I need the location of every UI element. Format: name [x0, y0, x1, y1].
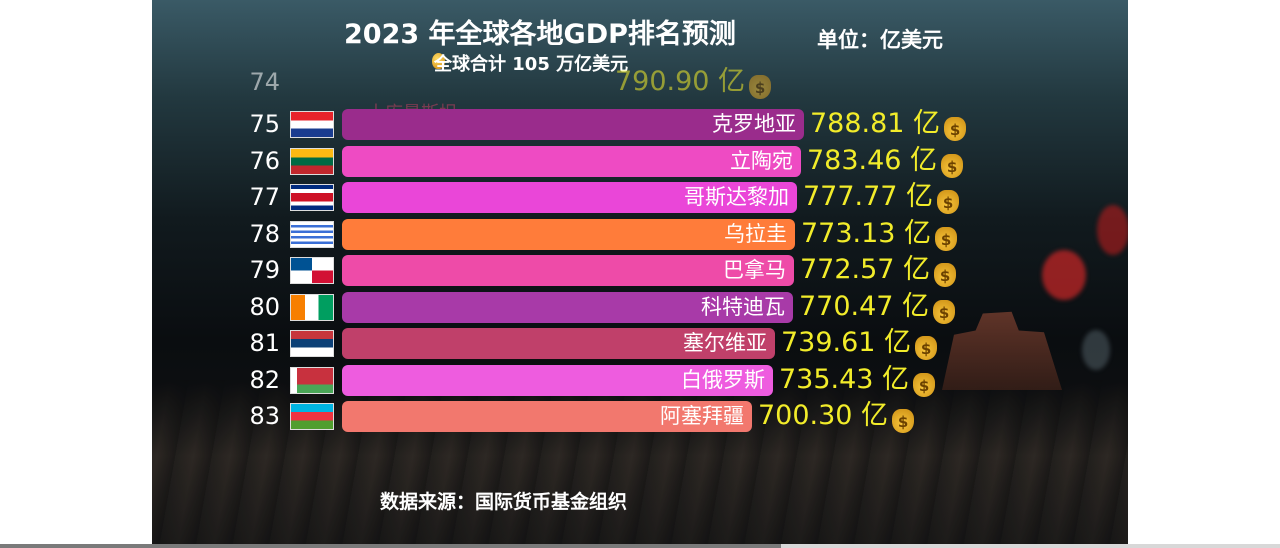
- rank-label: 77: [249, 183, 280, 211]
- bar-country-name: 哥斯达黎加: [684, 185, 789, 209]
- chart-row: 82 白俄罗斯 735.43 亿 $: [152, 363, 1128, 397]
- value-label: 739.61 亿 $: [781, 326, 938, 360]
- chart-row: 83 阿塞拜疆 700.30 亿 $: [152, 399, 1128, 433]
- rank-label: 74: [249, 68, 280, 96]
- rank-label: 80: [249, 292, 280, 321]
- data-source: 数据来源：国际货币基金组织: [380, 491, 628, 513]
- money-bag-icon: $: [913, 372, 936, 397]
- value-label: 735.43 亿 $: [779, 363, 936, 397]
- money-bag-icon: $: [749, 75, 772, 99]
- flag-serbia-icon: [290, 330, 334, 357]
- money-bag-icon: $: [935, 226, 958, 251]
- money-bag-icon: $: [934, 263, 957, 287]
- bar-country-name: 乌拉圭: [724, 221, 787, 246]
- flag-croatia-icon: [290, 111, 334, 138]
- value-label: 773.13 亿 $: [801, 217, 958, 251]
- chart-row: 78 乌拉圭 773.13 亿 $: [152, 217, 1128, 251]
- rank-label: 76: [249, 146, 280, 175]
- chart-row: 75 克罗地亚 788.81 亿 $: [152, 107, 1128, 141]
- rank-label: 79: [249, 256, 280, 284]
- bar: 克罗地亚: [342, 109, 804, 140]
- rank-label: 78: [249, 219, 280, 248]
- chart-subtitle: 全球合计 105 万亿美元: [434, 54, 629, 75]
- bar-country-name: 克罗地亚: [712, 112, 796, 136]
- value-label: 788.81 亿 $: [810, 107, 967, 141]
- value-label: 770.47 亿 $: [799, 290, 956, 324]
- money-bag-icon: $: [941, 153, 964, 178]
- video-frame: 2023 年全球各地GDP排名预测 单位：亿美元 全球合计 105 万亿美元 7…: [152, 0, 1128, 548]
- bar-country-name: 塞尔维亚: [683, 331, 767, 355]
- bokeh-light: [1042, 250, 1086, 300]
- balloon-icon: [432, 53, 445, 69]
- flag-panama-icon: [290, 257, 334, 284]
- flag-cote-divoire-icon: [290, 293, 334, 321]
- rank-label: 83: [249, 402, 280, 430]
- bar: 塞尔维亚: [342, 328, 775, 359]
- bar-country-name: 巴拿马: [723, 258, 786, 282]
- bar-country-name: 阿塞拜疆: [660, 404, 744, 428]
- bar: 巴拿马: [342, 255, 794, 286]
- chart-row: 79 巴拿马 772.57 亿 $: [152, 253, 1128, 287]
- chart-title: 2023 年全球各地GDP排名预测: [344, 19, 736, 50]
- bar: 哥斯达黎加: [342, 182, 797, 213]
- bar: 科特迪瓦: [342, 291, 793, 323]
- chart-row-ghost: 74土库曼斯坦790.90 亿$: [152, 65, 1128, 124]
- flag-lithuania-icon: [290, 147, 334, 175]
- bar-country-name: 科特迪瓦: [701, 294, 785, 319]
- bar: 阿塞拜疆: [342, 401, 752, 432]
- flag-azerbaijan-icon: [290, 403, 334, 430]
- rank-label: 82: [249, 365, 280, 394]
- unit-label: 单位：亿美元: [817, 28, 943, 52]
- flag-uruguay-icon: [290, 220, 334, 248]
- value-label: 700.30 亿 $: [758, 399, 915, 433]
- bar-country-name: 立陶宛: [730, 148, 793, 173]
- bar: 立陶宛: [342, 145, 801, 177]
- bokeh-light: [1082, 330, 1110, 370]
- video-progress-bar[interactable]: [0, 544, 1280, 548]
- money-bag-icon: $: [937, 190, 960, 214]
- bar: 白俄罗斯: [342, 364, 773, 396]
- value-label: 790.90 亿 $: [615, 65, 772, 99]
- rank-label: 75: [249, 110, 280, 138]
- bar: 乌拉圭: [342, 218, 795, 250]
- bokeh-light: [1097, 205, 1128, 255]
- chart-row: 76 立陶宛 783.46 亿 $: [152, 144, 1128, 178]
- value-label: 772.57 亿 $: [800, 253, 957, 287]
- chart-row: 81 塞尔维亚 739.61 亿 $: [152, 326, 1128, 360]
- value-label: 777.77 亿 $: [803, 180, 960, 214]
- money-bag-icon: $: [915, 336, 938, 360]
- money-bag-icon: $: [933, 299, 956, 324]
- chart-row: 80 科特迪瓦 770.47 亿 $: [152, 290, 1128, 324]
- value-label: 783.46 亿 $: [807, 144, 964, 178]
- bar-country-name: 白俄罗斯: [681, 367, 765, 392]
- money-bag-icon: $: [944, 117, 967, 141]
- flag-belarus-icon: [290, 366, 334, 394]
- chart-row: 77 哥斯达黎加 777.77 亿 $: [152, 180, 1128, 214]
- video-progress-fill: [0, 544, 781, 548]
- money-bag-icon: $: [892, 409, 915, 433]
- rank-label: 81: [249, 329, 280, 357]
- flag-costa-rica-icon: [290, 184, 334, 211]
